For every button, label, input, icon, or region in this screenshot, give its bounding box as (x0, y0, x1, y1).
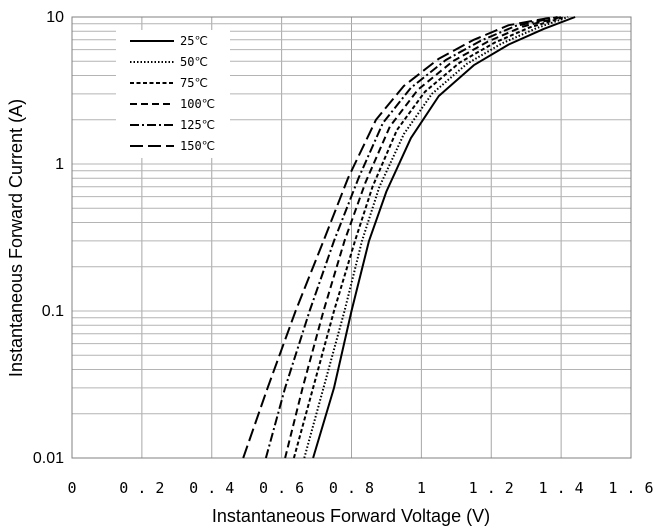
series-line (264, 16, 558, 459)
legend-label: 100℃ (180, 97, 215, 111)
x-tick-label: 1 (417, 479, 426, 497)
series-line (284, 16, 562, 459)
tick-labels: 0 0 . 2 0 . 4 0 . 6 0 . 8 1 1 . 2 1 . 4 1 . 6 0.0… (33, 9, 653, 497)
legend: 25℃ 50℃ 75℃ 100℃ 125℃ 150℃ (116, 30, 230, 158)
x-axis-title: Instantaneous Forward Voltage (V) (212, 506, 490, 526)
legend-label: 125℃ (180, 118, 215, 132)
legend-label: 50℃ (180, 55, 208, 69)
x-tick-label: 1 . 6 (608, 479, 653, 497)
x-tick-label: 0 (67, 479, 76, 497)
legend-label: 75℃ (180, 76, 208, 90)
x-tick-label: 1 . 2 (469, 479, 514, 497)
series-line (312, 16, 576, 459)
y-tick-label: 10 (46, 9, 64, 26)
legend-box (116, 30, 230, 158)
y-tick-label: 0.1 (42, 303, 64, 320)
legend-label: 25℃ (180, 34, 208, 48)
series-lines (242, 16, 576, 459)
y-tick-label: 0.01 (33, 450, 64, 467)
x-tick-label: 1 . 4 (539, 479, 584, 497)
series-line (303, 16, 569, 459)
series-line (292, 16, 565, 459)
y-tick-label: 1 (55, 156, 64, 173)
plot-area (71, 16, 632, 459)
series-line (242, 16, 555, 459)
x-tick-label: 0 . 8 (329, 479, 374, 497)
x-tick-label: 0 . 4 (189, 479, 234, 497)
x-tick-label: 0 . 2 (119, 479, 164, 497)
legend-label: 150℃ (180, 139, 215, 153)
y-axis-title: Instantaneous Forward Current (A) (6, 99, 26, 377)
x-tick-label: 0 . 6 (259, 479, 304, 497)
